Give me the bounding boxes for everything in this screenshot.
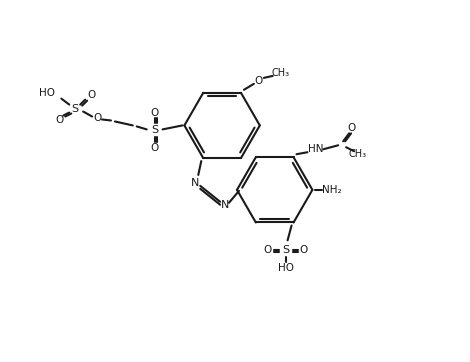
Text: O: O	[264, 245, 272, 255]
Text: NH₂: NH₂	[322, 185, 342, 195]
Text: O: O	[255, 76, 263, 86]
Text: CH₃: CH₃	[272, 68, 290, 78]
Text: HN: HN	[308, 144, 323, 154]
Text: O: O	[347, 123, 355, 134]
Text: S: S	[282, 245, 289, 255]
Text: HO: HO	[278, 263, 294, 273]
Text: O: O	[150, 108, 159, 118]
Text: O: O	[87, 90, 95, 100]
Text: HO: HO	[39, 88, 55, 98]
Text: O: O	[150, 143, 159, 153]
Text: N: N	[221, 200, 229, 210]
Text: O: O	[93, 113, 101, 123]
Text: CH₃: CH₃	[349, 149, 367, 159]
Text: O: O	[55, 115, 63, 126]
Text: S: S	[71, 104, 79, 114]
Text: N: N	[191, 178, 199, 188]
Text: S: S	[151, 125, 158, 135]
Text: O: O	[299, 245, 307, 255]
